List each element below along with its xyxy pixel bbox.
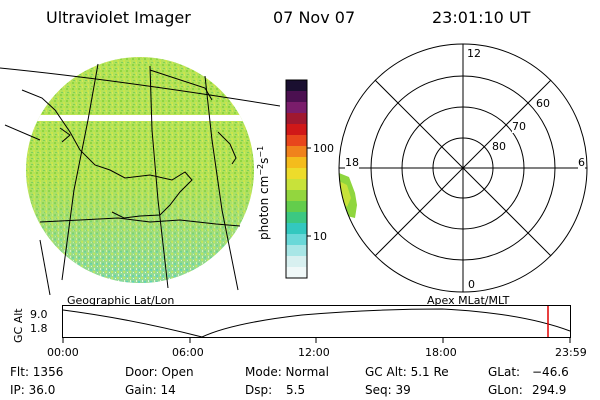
timeline-xtick-1200: 12:00 xyxy=(298,346,330,359)
colorbar-band xyxy=(286,190,307,202)
mlat-label-60: 60 xyxy=(536,97,550,110)
colorbar-band xyxy=(286,124,307,136)
flight-number: Flt: 1356 xyxy=(10,365,64,379)
color-scale-bar xyxy=(285,79,311,279)
colorbar-band xyxy=(286,102,307,114)
colorbar-band xyxy=(286,146,307,158)
colorbar-units-label: photon cm−2s−1 xyxy=(256,145,271,240)
dsp-label: Dsp: xyxy=(245,383,273,397)
apex-panel-label: Apex MLat/MLT xyxy=(427,294,510,307)
mlat-label-70: 70 xyxy=(512,120,526,133)
timeline-xtick-0000: 00:00 xyxy=(47,346,79,359)
glat-value: −46.6 xyxy=(532,365,569,379)
colorbar-band xyxy=(286,168,307,180)
timeline-ytick-max: 9.0 xyxy=(30,308,48,321)
colorbar-band xyxy=(286,256,307,268)
glon-label: GLon: xyxy=(488,383,523,397)
instrument-title: Ultraviolet Imager xyxy=(46,8,191,27)
colorbar-band xyxy=(286,135,307,147)
colorbar-band xyxy=(286,212,307,224)
timeline-xtick-2359: 23:59 xyxy=(555,346,587,359)
timeline-xtick-1800: 18:00 xyxy=(425,346,457,359)
mlt-label-12: 12 xyxy=(467,47,481,60)
mlt-label-0: 0 xyxy=(468,278,475,291)
colorbar-band xyxy=(286,201,307,213)
colorbar-band xyxy=(286,223,307,235)
timeline-ylabel: GC Alt xyxy=(12,308,25,343)
glon-value: 294.9 xyxy=(532,383,567,397)
gain-value: Gain: 14 xyxy=(125,383,176,397)
mlt-label-18: 18 xyxy=(345,156,359,169)
mlat-label-80: 80 xyxy=(492,140,506,153)
colorbar-band xyxy=(286,245,307,257)
colorbar-tick-100: 100 xyxy=(313,142,334,155)
colorbar-tick-10: 10 xyxy=(313,230,327,243)
geographic-image-panel xyxy=(0,57,280,295)
dsp-value: 5.5 xyxy=(286,383,306,397)
colorbar-band xyxy=(286,91,307,103)
mode-status: Mode: Normal xyxy=(245,365,329,379)
colorbar-band xyxy=(286,267,307,279)
mlt-label-6: 6 xyxy=(578,156,585,169)
altitude-timeline-plot xyxy=(62,305,571,343)
glat-label: GLat: xyxy=(488,365,521,379)
time-label: 23:01:10 UT xyxy=(432,8,531,27)
gc-altitude: GC Alt: 5.1 Re xyxy=(365,365,449,379)
polar-mlt-plot xyxy=(338,43,588,293)
ip-value: IP: 36.0 xyxy=(10,383,56,397)
colorbar-band xyxy=(286,80,307,92)
sequence-number: Seq: 39 xyxy=(365,383,411,397)
date-label: 07 Nov 07 xyxy=(273,8,356,27)
timeline-xtick-0600: 06:00 xyxy=(172,346,204,359)
colorbar-band xyxy=(286,179,307,191)
colorbar-band xyxy=(286,234,307,246)
colorbar-band xyxy=(286,113,307,125)
colorbar-band xyxy=(286,157,307,169)
geographic-panel-label: Geographic Lat/Lon xyxy=(67,294,175,307)
door-status: Door: Open xyxy=(125,365,194,379)
timeline-ytick-min: 1.8 xyxy=(30,322,48,335)
